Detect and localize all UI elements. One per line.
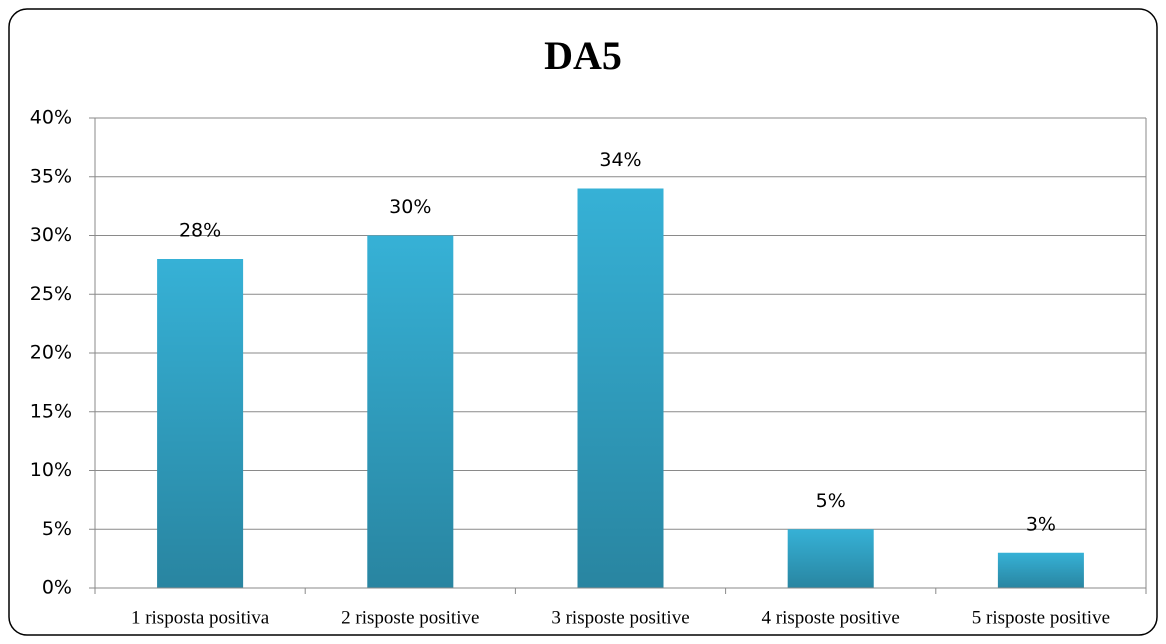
- y-tick-label: 35%: [30, 165, 72, 187]
- y-tick-label: 30%: [30, 224, 72, 246]
- x-tick-label: 5 risposte positive: [972, 607, 1110, 628]
- data-label: 28%: [179, 220, 221, 242]
- bar-shade: [997, 552, 1084, 588]
- y-tick-label: 20%: [30, 342, 72, 364]
- y-tick-label: 5%: [42, 518, 72, 540]
- y-tick-label: 25%: [30, 283, 72, 305]
- y-tick-label: 0%: [42, 577, 72, 599]
- data-label: 5%: [816, 490, 846, 512]
- bar-shade: [577, 188, 664, 588]
- bar-shade: [787, 529, 874, 588]
- x-tick-label: 3 risposte positive: [551, 607, 689, 628]
- x-tick-label: 2 risposte positive: [341, 607, 479, 628]
- y-tick-label: 15%: [30, 400, 72, 422]
- bar-shade: [367, 235, 454, 588]
- data-label: 34%: [599, 149, 641, 171]
- chart-title: DA5: [544, 33, 622, 78]
- data-label: 3%: [1026, 513, 1056, 535]
- x-tick-label: 4 risposte positive: [762, 607, 900, 628]
- x-tick-label: 1 risposta positiva: [131, 607, 270, 628]
- y-tick-label: 10%: [30, 459, 72, 481]
- data-label: 30%: [389, 196, 431, 218]
- y-tick-label: 40%: [30, 107, 72, 129]
- bar-shade: [157, 259, 244, 588]
